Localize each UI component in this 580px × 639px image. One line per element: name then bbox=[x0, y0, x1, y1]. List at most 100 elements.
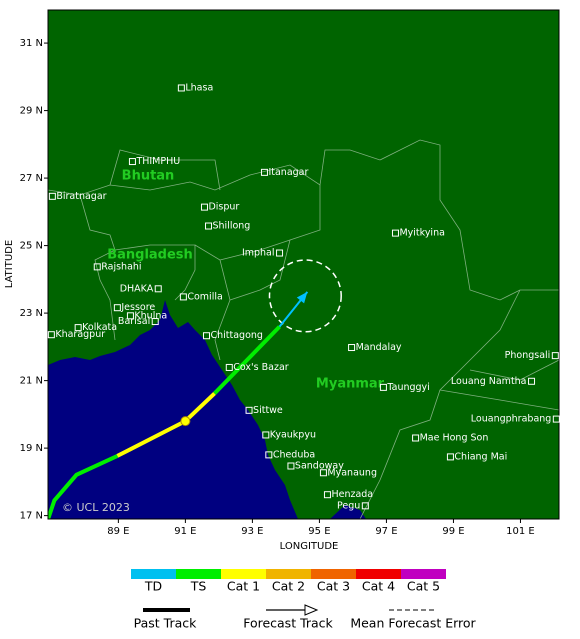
city-label: DHAKA bbox=[120, 283, 154, 294]
city-label: Louang Namtha bbox=[451, 376, 527, 387]
borders bbox=[48, 139, 559, 519]
city-marker bbox=[200, 203, 208, 211]
category-swatch bbox=[221, 569, 266, 579]
city-marker bbox=[276, 249, 284, 257]
y-tick-label: 31 N bbox=[20, 38, 43, 49]
past-track bbox=[48, 454, 119, 519]
y-axis-label: LATITUDE bbox=[4, 240, 15, 288]
city-label: Louangphrabang bbox=[471, 414, 552, 425]
current-position bbox=[180, 416, 191, 427]
category-swatch bbox=[356, 569, 401, 579]
legend-label: Mean Forecast Error bbox=[350, 616, 476, 631]
city-label: Shillong bbox=[213, 221, 251, 232]
arrow-head bbox=[304, 604, 319, 616]
city-label: Khulna bbox=[134, 310, 167, 321]
city-label: Mae Hong Son bbox=[420, 432, 489, 443]
city-label: Lhasa bbox=[185, 82, 213, 93]
city-label: Henzada bbox=[331, 489, 373, 500]
city-label: Phongsali bbox=[505, 350, 551, 361]
city-label: Comilla bbox=[187, 291, 222, 302]
city-marker bbox=[179, 293, 187, 301]
city-label: Kolkata bbox=[82, 322, 117, 333]
city-marker bbox=[323, 491, 331, 499]
y-tick-label: 23 N bbox=[20, 308, 43, 319]
x-tick-label: 89 E bbox=[107, 526, 129, 537]
city-marker bbox=[265, 451, 273, 459]
city-label: Kharagpur bbox=[55, 329, 105, 340]
forecast-arrow-head bbox=[296, 291, 308, 304]
city-label: Itanagar bbox=[268, 167, 308, 178]
city-marker bbox=[319, 469, 327, 477]
city-marker bbox=[205, 222, 213, 230]
x-tick-label: 95 E bbox=[308, 526, 330, 537]
country-label: Bangladesh bbox=[107, 248, 193, 263]
category-label: TS bbox=[190, 579, 207, 594]
city-marker bbox=[287, 462, 295, 470]
past-track bbox=[213, 325, 281, 395]
track bbox=[48, 259, 342, 519]
city-marker bbox=[552, 415, 560, 423]
city-label: Cox's Bazar bbox=[233, 362, 289, 373]
category-label: Cat 2 bbox=[272, 579, 305, 594]
legend: Past Track Forecast Track Mean Forecast … bbox=[131, 569, 477, 631]
city-marker bbox=[126, 312, 134, 320]
city-marker bbox=[113, 304, 121, 312]
city-label: Mandalay bbox=[356, 342, 402, 353]
city-marker bbox=[379, 383, 387, 391]
city-marker bbox=[412, 434, 420, 442]
country-label: Bhutan bbox=[122, 169, 175, 184]
city-marker bbox=[245, 406, 253, 414]
x-tick-label: 99 E bbox=[442, 526, 464, 537]
city-marker bbox=[361, 502, 369, 510]
city-label: Cheduba bbox=[273, 449, 315, 460]
city-marker bbox=[177, 84, 185, 92]
x-tick-label: 97 E bbox=[375, 526, 397, 537]
city-marker bbox=[93, 263, 101, 271]
category-label: Cat 1 bbox=[227, 579, 260, 594]
city-label: Kyaukpyu bbox=[270, 429, 316, 440]
x-tick-label: 91 E bbox=[174, 526, 196, 537]
legend-label: Forecast Track bbox=[243, 616, 333, 631]
category-swatch bbox=[266, 569, 311, 579]
city-label: Barisal bbox=[118, 316, 150, 327]
city-marker bbox=[74, 324, 82, 332]
city-marker bbox=[128, 158, 136, 166]
city-label: Chiang Mai bbox=[454, 451, 507, 462]
y-tick-label: 21 N bbox=[20, 376, 43, 387]
city-label: THIMPHU bbox=[135, 156, 180, 167]
city-marker bbox=[48, 192, 56, 200]
city-label: Jessore bbox=[120, 302, 155, 313]
city-label: Myanaung bbox=[327, 467, 377, 478]
category-label: Cat 4 bbox=[362, 579, 395, 594]
y-tick-label: 17 N bbox=[20, 511, 43, 522]
city-label: Sandoway bbox=[295, 461, 344, 472]
city-marker bbox=[225, 363, 233, 371]
city-marker bbox=[528, 377, 536, 385]
y-tick-label: 29 N bbox=[20, 106, 43, 117]
city-label: Dispur bbox=[208, 202, 239, 213]
x-tick-label: 101 E bbox=[506, 526, 535, 537]
country-label: Myanmar bbox=[316, 377, 385, 392]
x-tick-label: 93 E bbox=[241, 526, 263, 537]
city-marker bbox=[551, 352, 559, 360]
city-label: Biratnagar bbox=[56, 191, 106, 202]
category-label: TD bbox=[144, 579, 162, 594]
sea bbox=[48, 300, 298, 519]
city-label: Pegu bbox=[337, 500, 360, 511]
city-marker bbox=[47, 331, 55, 339]
category-swatch bbox=[176, 569, 221, 579]
legend-label: Past Track bbox=[134, 616, 197, 631]
city-marker bbox=[391, 229, 399, 237]
city-label: Chittagong bbox=[210, 330, 262, 341]
y-tick-label: 19 N bbox=[20, 443, 43, 454]
city-label: Myitkyina bbox=[399, 228, 444, 239]
y-tick-label: 27 N bbox=[20, 173, 43, 184]
map-frame bbox=[47, 9, 560, 520]
sea bbox=[330, 505, 366, 519]
city-marker bbox=[260, 168, 268, 176]
city-marker bbox=[446, 453, 454, 461]
city-label: Sittwe bbox=[253, 405, 283, 416]
category-label: Cat 3 bbox=[317, 579, 350, 594]
forecast-error-circle bbox=[268, 259, 342, 333]
copyright: © UCL 2023 bbox=[62, 501, 130, 514]
